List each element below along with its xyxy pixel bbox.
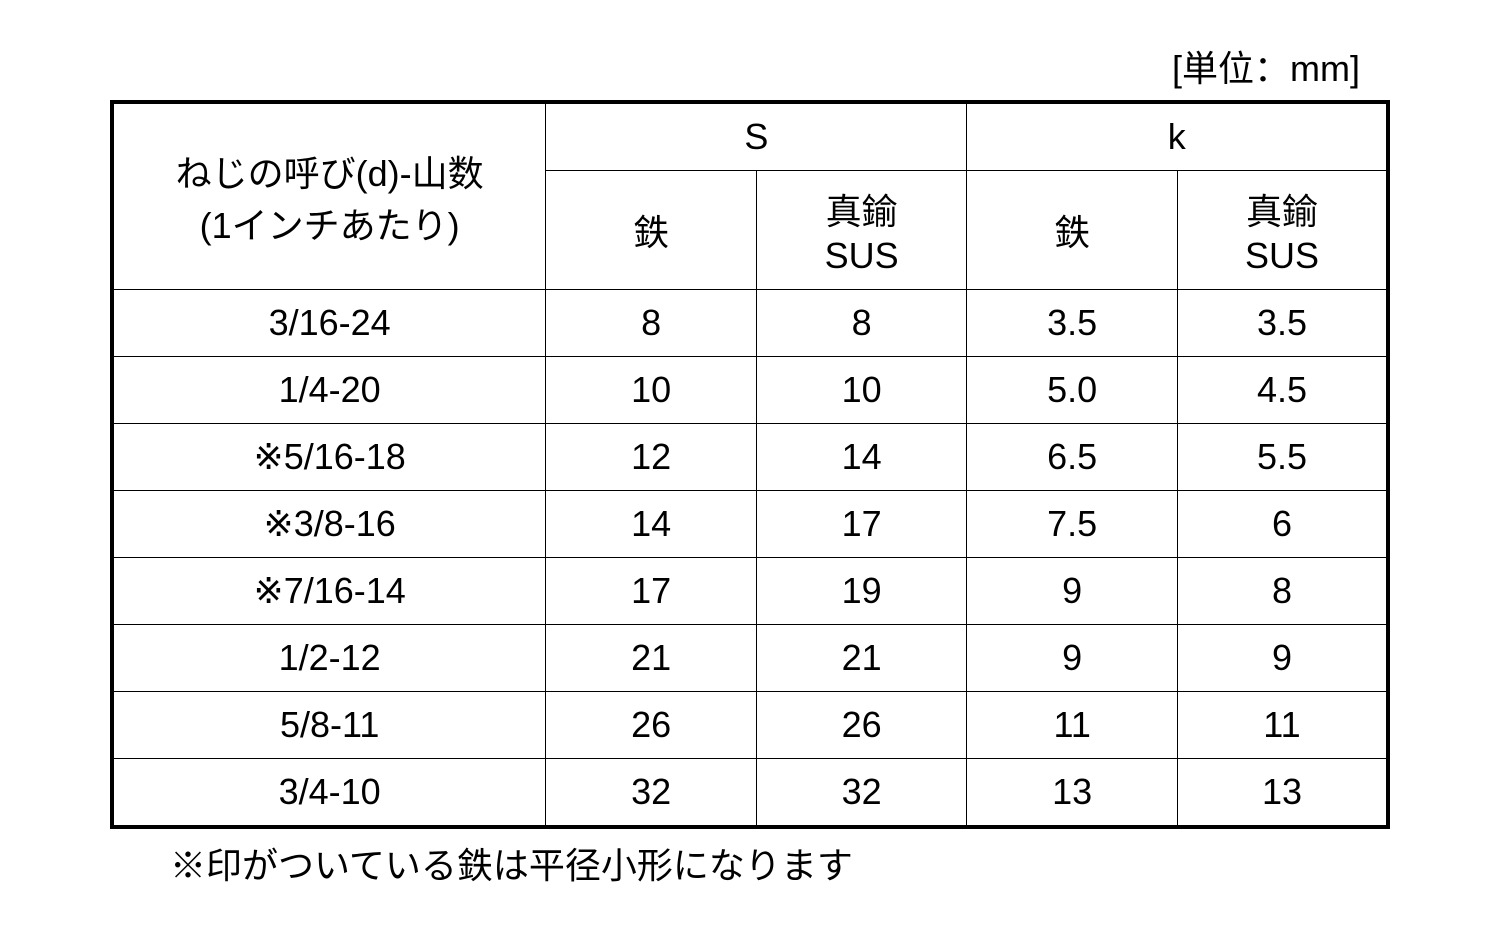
cell-thread-name: ※5/16-18 — [112, 424, 546, 491]
cell-s-brass-sus: 17 — [756, 491, 967, 558]
cell-k-brass-sus: 3.5 — [1177, 290, 1388, 357]
cell-s-brass-sus: 19 — [756, 558, 967, 625]
cell-s-brass-sus: 10 — [756, 357, 967, 424]
cell-k-iron: 5.0 — [967, 357, 1178, 424]
footnote: ※印がついている鉄は平径小形になります — [110, 837, 1390, 889]
cell-s-brass-sus: 8 — [756, 290, 967, 357]
header-row-1: ねじの呼び(d)-山数(1インチあたり) S k — [112, 102, 1388, 171]
table-header: ねじの呼び(d)-山数(1インチあたり) S k 鉄 真鍮SUS 鉄 真鍮SUS — [112, 102, 1388, 290]
header-thread-spec: ねじの呼び(d)-山数(1インチあたり) — [112, 102, 546, 290]
cell-k-iron: 7.5 — [967, 491, 1178, 558]
cell-k-brass-sus: 8 — [1177, 558, 1388, 625]
cell-k-brass-sus: 13 — [1177, 759, 1388, 828]
cell-k-brass-sus: 5.5 — [1177, 424, 1388, 491]
table-row: ※5/16-1812146.55.5 — [112, 424, 1388, 491]
cell-thread-name: 1/2-12 — [112, 625, 546, 692]
table-row: 3/16-24883.53.5 — [112, 290, 1388, 357]
table-row: 3/4-1032321313 — [112, 759, 1388, 828]
header-group-s: S — [546, 102, 967, 171]
cell-s-iron: 32 — [546, 759, 757, 828]
cell-thread-name: 1/4-20 — [112, 357, 546, 424]
cell-s-brass-sus: 26 — [756, 692, 967, 759]
cell-s-iron: 17 — [546, 558, 757, 625]
cell-s-brass-sus: 14 — [756, 424, 967, 491]
spec-table: ねじの呼び(d)-山数(1インチあたり) S k 鉄 真鍮SUS 鉄 真鍮SUS… — [110, 100, 1390, 829]
cell-s-iron: 8 — [546, 290, 757, 357]
cell-thread-name: ※7/16-14 — [112, 558, 546, 625]
cell-s-iron: 14 — [546, 491, 757, 558]
cell-s-brass-sus: 32 — [756, 759, 967, 828]
table-row: ※7/16-14171998 — [112, 558, 1388, 625]
cell-thread-name: 3/4-10 — [112, 759, 546, 828]
header-group-k: k — [967, 102, 1388, 171]
table-row: 5/8-1126261111 — [112, 692, 1388, 759]
cell-k-brass-sus: 11 — [1177, 692, 1388, 759]
header-s-brass-sus: 真鍮SUS — [756, 171, 967, 290]
cell-thread-name: 5/8-11 — [112, 692, 546, 759]
cell-k-brass-sus: 9 — [1177, 625, 1388, 692]
header-k-brass-sus: 真鍮SUS — [1177, 171, 1388, 290]
cell-k-brass-sus: 4.5 — [1177, 357, 1388, 424]
header-k-iron: 鉄 — [967, 171, 1178, 290]
cell-s-iron: 26 — [546, 692, 757, 759]
cell-k-iron: 9 — [967, 625, 1178, 692]
unit-label: [単位：mm] — [110, 40, 1390, 92]
cell-s-iron: 10 — [546, 357, 757, 424]
cell-s-iron: 21 — [546, 625, 757, 692]
header-s-iron: 鉄 — [546, 171, 757, 290]
table-row: 1/2-12212199 — [112, 625, 1388, 692]
cell-k-iron: 9 — [967, 558, 1178, 625]
cell-thread-name: ※3/8-16 — [112, 491, 546, 558]
table-body: 3/16-24883.53.51/4-2010105.04.5※5/16-181… — [112, 290, 1388, 828]
table-container: [単位：mm] ねじの呼び(d)-山数(1インチあたり) S k 鉄 真鍮SUS… — [110, 40, 1390, 889]
cell-k-brass-sus: 6 — [1177, 491, 1388, 558]
cell-s-iron: 12 — [546, 424, 757, 491]
table-row: 1/4-2010105.04.5 — [112, 357, 1388, 424]
cell-thread-name: 3/16-24 — [112, 290, 546, 357]
cell-s-brass-sus: 21 — [756, 625, 967, 692]
table-row: ※3/8-1614177.56 — [112, 491, 1388, 558]
cell-k-iron: 6.5 — [967, 424, 1178, 491]
cell-k-iron: 3.5 — [967, 290, 1178, 357]
cell-k-iron: 11 — [967, 692, 1178, 759]
cell-k-iron: 13 — [967, 759, 1178, 828]
